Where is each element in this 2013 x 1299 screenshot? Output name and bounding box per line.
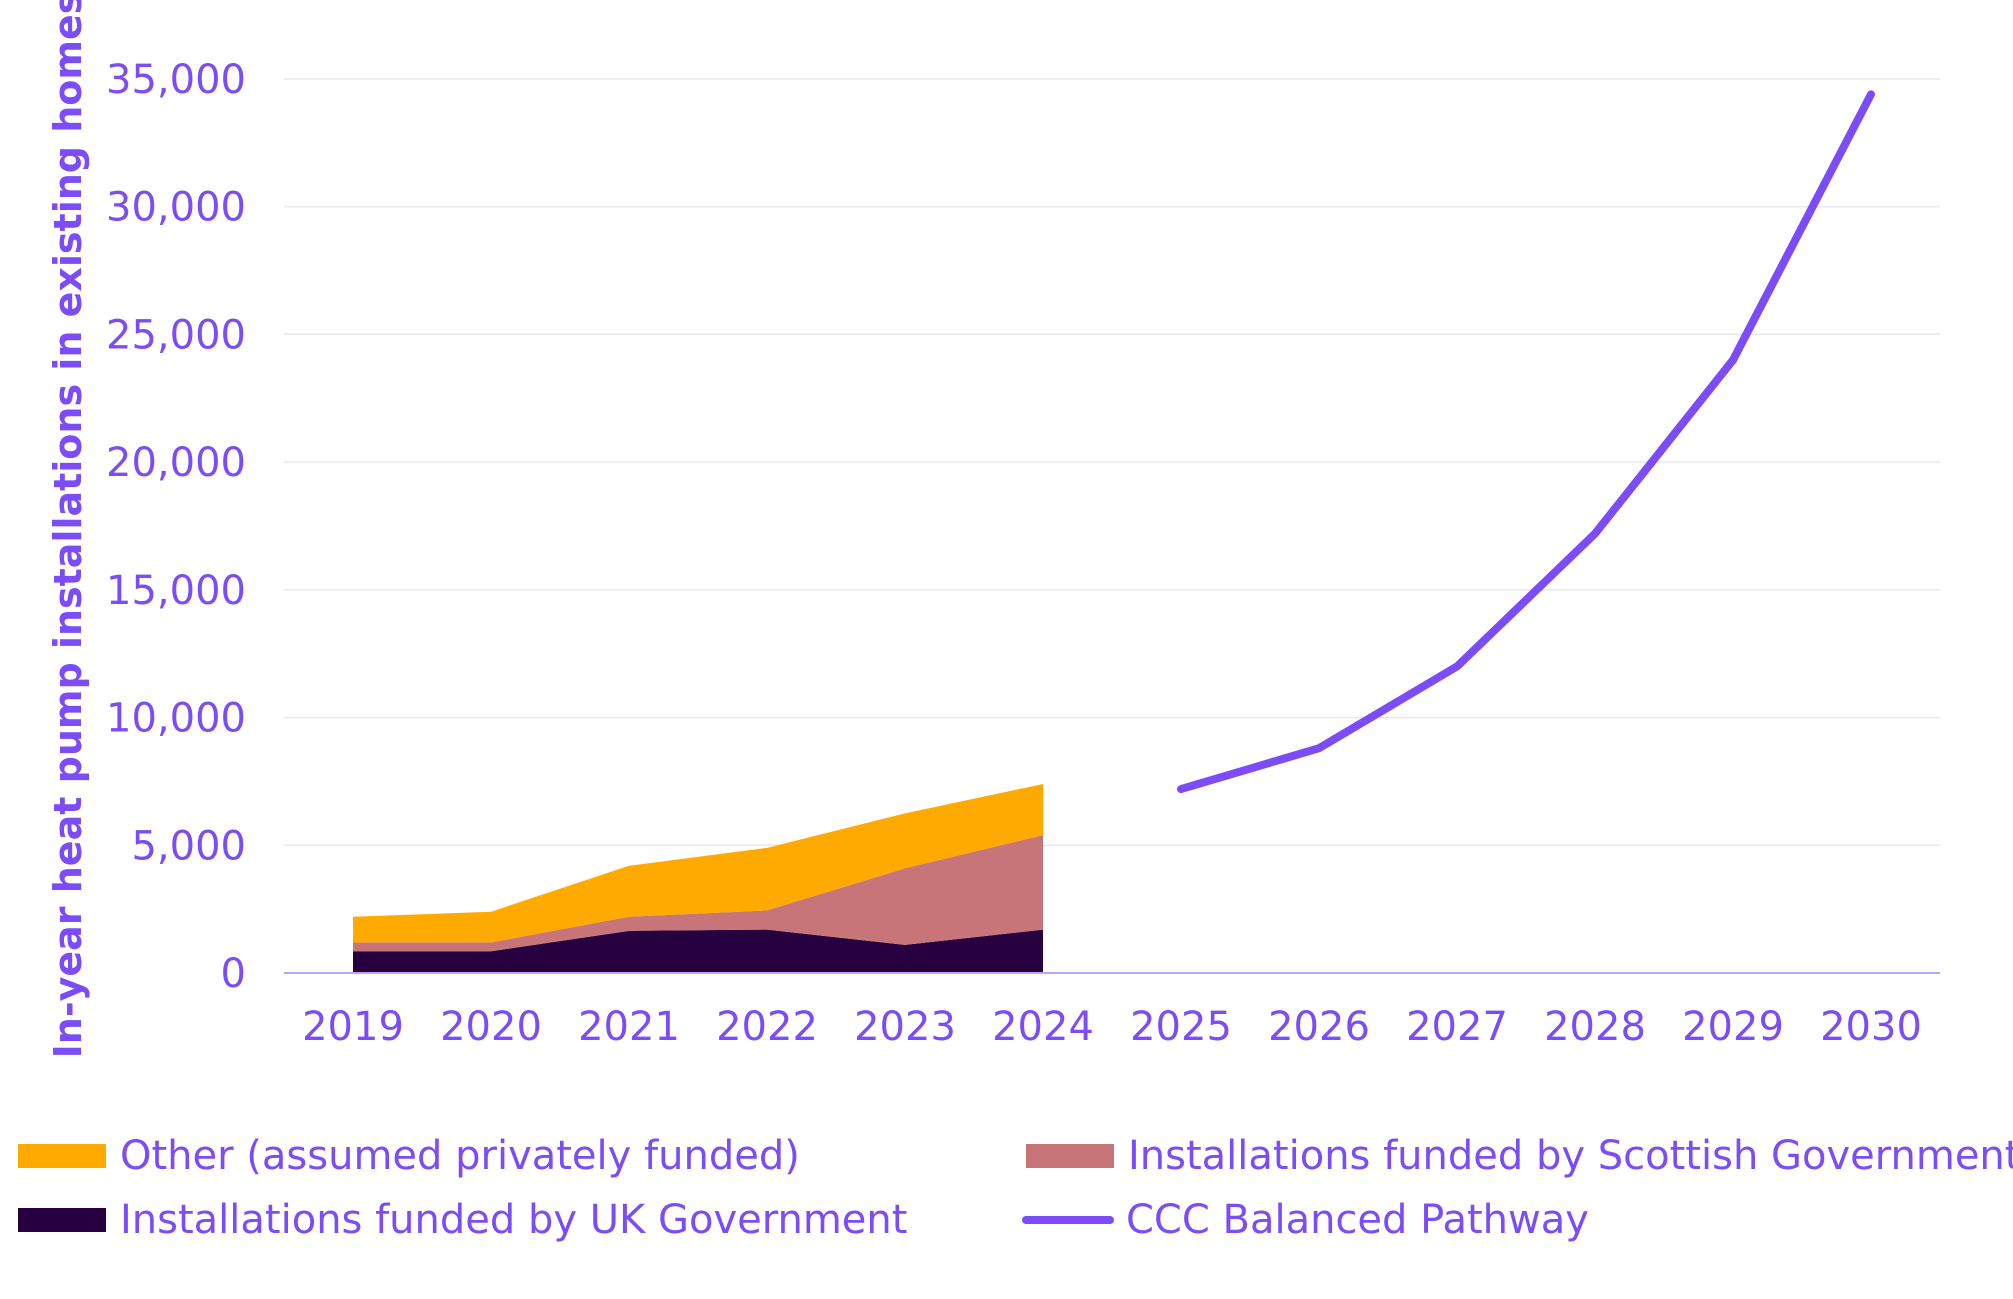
legend-item-uk: Installations funded by UK Government [18,1190,907,1250]
area-installations-funded-by-uk-government [353,929,1043,973]
legend-swatch-scottish [1026,1144,1114,1168]
x-tick-label: 2025 [1130,1004,1232,1050]
legend-item-other: Other (assumed privately funded) [18,1126,800,1186]
x-tick-label: 2023 [854,1004,956,1050]
line-series [1177,90,1875,794]
x-tick-label: 2030 [1820,1004,1922,1050]
gridlines [284,78,1940,847]
y-axis-title: In-year heat pump installations in exist… [46,0,90,1058]
legend-item-scottish: Installations funded by Scottish Governm… [1026,1126,2013,1186]
x-tick-label: 2022 [716,1004,818,1050]
area-other-assumed-privately-funded [353,783,1043,943]
legend-swatch-uk [18,1208,106,1232]
x-tick-labels: 2019 2020 2021 2022 2023 2024 2025 2026 2027 2028… [302,1004,1922,1050]
x-tick-label: 2029 [1682,1004,1784,1050]
line-ccc-balanced-pathway [1177,90,1875,794]
x-tick-label: 2026 [1268,1004,1370,1050]
y-tick-label: 5,000 [131,823,246,869]
y-tick-label: 30,000 [106,185,246,231]
y-tick-label: 25,000 [106,312,246,358]
legend-swatch-other [18,1144,106,1168]
y-tick-label: 0 [221,951,246,997]
y-tick-label: 35,000 [106,57,246,103]
x-tick-label: 2021 [578,1004,680,1050]
y-tick-label: 10,000 [106,696,246,742]
x-tick-label: 2019 [302,1004,404,1050]
x-tick-label: 2028 [1544,1004,1646,1050]
stacked-areas [353,783,1043,973]
x-tick-label: 2020 [440,1004,542,1050]
y-tick-label: 15,000 [106,568,246,614]
x-tick-label: 2024 [992,1004,1094,1050]
y-tick-labels: 0 5,000 10,000 15,000 20,000 25,000 30,000 35,0… [106,57,246,997]
y-tick-label: 20,000 [106,440,246,486]
legend-item-ccc: CCC Balanced Pathway [1022,1190,1589,1250]
area-installations-funded-by-scottish-government [353,835,1043,952]
legend-label-other: Other (assumed privately funded) [120,1133,800,1179]
legend-label-scottish: Installations funded by Scottish Governm… [1128,1133,2013,1179]
chart: 0 5,000 10,000 15,000 20,000 25,000 30,000 35,0… [46,0,1940,1058]
legend: Other (assumed privately funded) Install… [0,1120,2013,1260]
legend-label-ccc: CCC Balanced Pathway [1126,1197,1589,1243]
legend-line-ccc [1022,1216,1114,1224]
x-tick-label: 2027 [1406,1004,1508,1050]
legend-label-uk: Installations funded by UK Government [120,1197,908,1243]
